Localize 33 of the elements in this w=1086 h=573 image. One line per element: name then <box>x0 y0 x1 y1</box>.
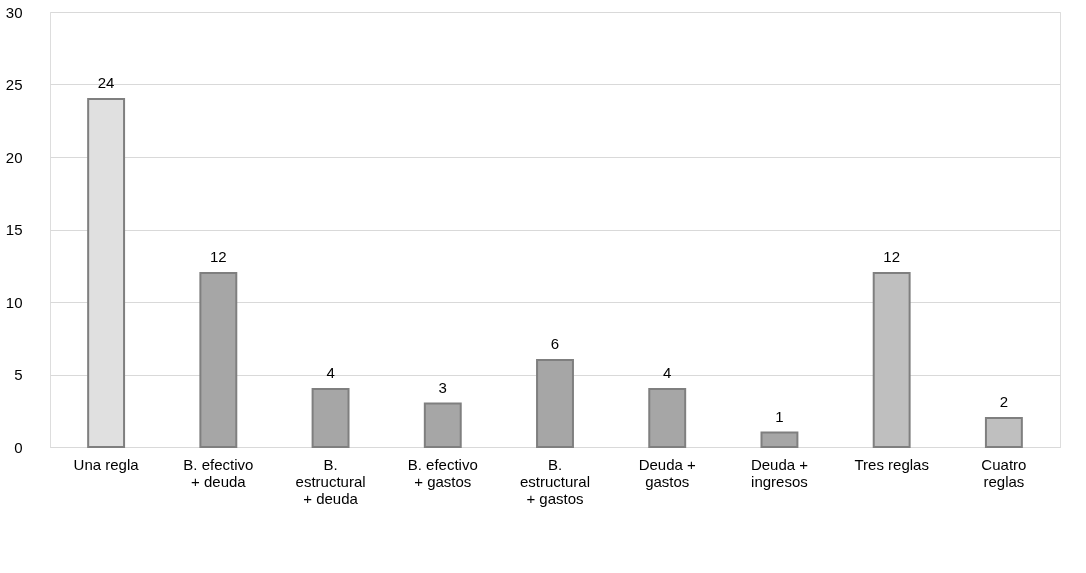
y-tick-label: 5 <box>14 366 23 383</box>
bar <box>199 272 238 448</box>
data-label: 3 <box>438 378 447 396</box>
data-label: 1 <box>775 407 784 425</box>
y-tick-label: 25 <box>5 76 23 93</box>
y-tick-label: 30 <box>5 3 23 21</box>
bar <box>423 402 462 448</box>
x-tick-label: Deuda + gastos <box>638 455 697 490</box>
bar <box>872 272 911 448</box>
data-label: 12 <box>209 248 227 265</box>
bar <box>760 431 799 448</box>
data-label: 4 <box>326 364 335 381</box>
x-tick-label: Una regla <box>73 455 140 473</box>
x-tick-label: B. estructural + gastos <box>519 455 591 507</box>
x-tick-label: B. efectivo + deuda <box>183 455 254 490</box>
y-tick-label: 15 <box>5 221 23 238</box>
x-tick-label: B. estructural + deuda <box>295 455 366 507</box>
x-tick-label: Tres reglas <box>854 455 929 473</box>
data-label: 6 <box>550 335 560 352</box>
data-label: 12 <box>883 248 901 265</box>
data-label: 2 <box>999 393 1009 410</box>
bar <box>311 388 350 448</box>
y-tick-label: 0 <box>14 438 23 456</box>
y-tick-label: 10 <box>5 293 23 311</box>
bar <box>648 388 687 448</box>
y-tick-label: 20 <box>5 148 23 166</box>
x-tick-label: Deuda + ingresos <box>750 455 809 490</box>
x-tick-label: B. efectivo + gastos <box>407 455 478 490</box>
data-label: 24 <box>97 74 115 91</box>
bar <box>984 417 1023 448</box>
x-tick-label: Cuatro reglas <box>981 455 1027 490</box>
data-label: 4 <box>663 364 672 381</box>
bar <box>536 359 574 448</box>
